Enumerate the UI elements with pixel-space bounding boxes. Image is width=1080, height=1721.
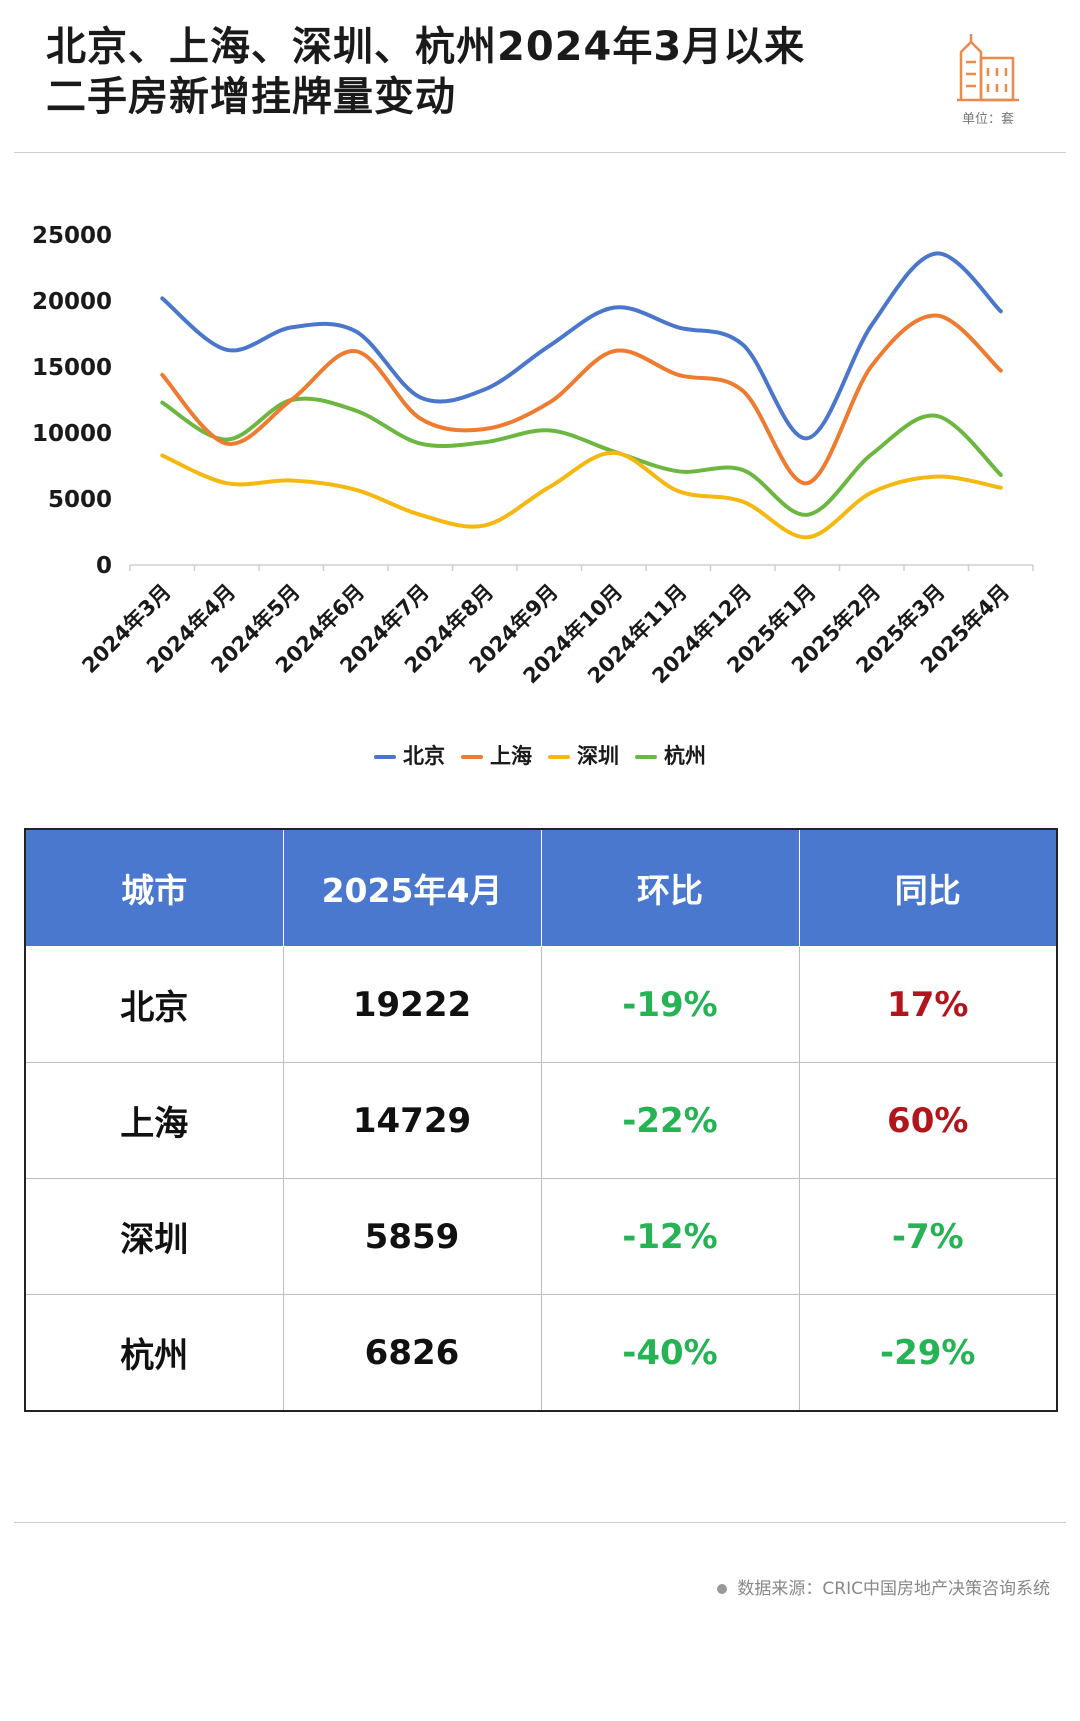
header-divider bbox=[14, 152, 1066, 153]
legend-swatch bbox=[635, 755, 657, 759]
title-line-2: 二手房新增挂牌量变动 bbox=[46, 74, 456, 120]
cell-city: 杭州 bbox=[24, 1294, 284, 1412]
table-row: 上海 14729 -22% 60% bbox=[24, 1062, 1058, 1179]
y-tick-label: 15000 bbox=[32, 355, 112, 381]
legend-swatch bbox=[374, 755, 396, 759]
legend-label: 深圳 bbox=[577, 744, 619, 768]
legend-label: 杭州 bbox=[664, 744, 706, 768]
table-row: 深圳 5859 -12% -7% bbox=[24, 1178, 1058, 1295]
legend-item: 北京 bbox=[374, 740, 445, 770]
y-tick-label: 5000 bbox=[48, 487, 112, 513]
cell-mom: -19% bbox=[540, 946, 800, 1063]
y-tick-label: 0 bbox=[96, 553, 112, 579]
cell-value: 6826 bbox=[282, 1294, 542, 1412]
cell-mom: -22% bbox=[540, 1062, 800, 1179]
legend-item: 深圳 bbox=[548, 740, 619, 770]
cell-city: 深圳 bbox=[24, 1178, 284, 1295]
cell-value: 5859 bbox=[282, 1178, 542, 1295]
legend-item: 上海 bbox=[461, 740, 532, 770]
series-line-3 bbox=[160, 450, 1003, 540]
table-row: 杭州 6826 -40% -29% bbox=[24, 1294, 1058, 1412]
page-title: 北京、上海、深圳、杭州2024年3月以来 二手房新增挂牌量变动 bbox=[46, 22, 906, 122]
header-yoy: 同比 bbox=[798, 828, 1058, 947]
y-tick-label: 25000 bbox=[32, 223, 112, 249]
y-tick-label: 10000 bbox=[32, 421, 112, 447]
series-line-4 bbox=[160, 396, 1003, 517]
legend-label: 上海 bbox=[490, 744, 532, 768]
line-chart: 05000100001500020000250002024年3月2024年4月2… bbox=[32, 223, 1034, 688]
legend-label: 北京 bbox=[403, 744, 445, 768]
source-note: 数据来源：CRIC中国房地产决策咨询系统 bbox=[717, 1574, 1050, 1599]
source-text: 数据来源：CRIC中国房地产决策咨询系统 bbox=[737, 1579, 1050, 1599]
cell-mom: -12% bbox=[540, 1178, 800, 1295]
cell-value: 19222 bbox=[282, 946, 542, 1063]
series-line-1 bbox=[160, 251, 1003, 441]
cell-yoy: 60% bbox=[798, 1062, 1058, 1179]
legend-swatch bbox=[548, 755, 570, 759]
title-line-1: 北京、上海、深圳、杭州2024年3月以来 bbox=[46, 24, 806, 70]
cell-value: 14729 bbox=[282, 1062, 542, 1179]
cell-city: 上海 bbox=[24, 1062, 284, 1179]
table-row: 北京 19222 -19% 17% bbox=[24, 946, 1058, 1063]
y-tick-label: 20000 bbox=[32, 289, 112, 315]
cell-yoy: -7% bbox=[798, 1178, 1058, 1295]
legend-swatch bbox=[461, 755, 483, 759]
header-value: 2025年4月 bbox=[282, 828, 542, 947]
cell-yoy: -29% bbox=[798, 1294, 1058, 1412]
cell-yoy: 17% bbox=[798, 946, 1058, 1063]
unit-badge: 单位：套 bbox=[938, 30, 1038, 127]
summary-table: 城市 2025年4月 环比 同比 北京 19222 -19% 17% 上海 14… bbox=[24, 828, 1058, 1412]
cell-mom: -40% bbox=[540, 1294, 800, 1412]
header-mom: 环比 bbox=[540, 828, 800, 947]
series-line-2 bbox=[160, 313, 1003, 486]
footer-divider bbox=[14, 1522, 1066, 1523]
unit-label: 单位：套 bbox=[961, 112, 1014, 127]
chart-legend: 北京 上海 深圳 杭州 bbox=[0, 740, 1080, 770]
legend-item: 杭州 bbox=[635, 740, 706, 770]
buildings-icon bbox=[957, 34, 1019, 102]
cell-city: 北京 bbox=[24, 946, 284, 1063]
table-header-row: 城市 2025年4月 环比 同比 bbox=[24, 828, 1058, 947]
header-city: 城市 bbox=[24, 828, 284, 947]
bullet-icon bbox=[717, 1584, 728, 1594]
